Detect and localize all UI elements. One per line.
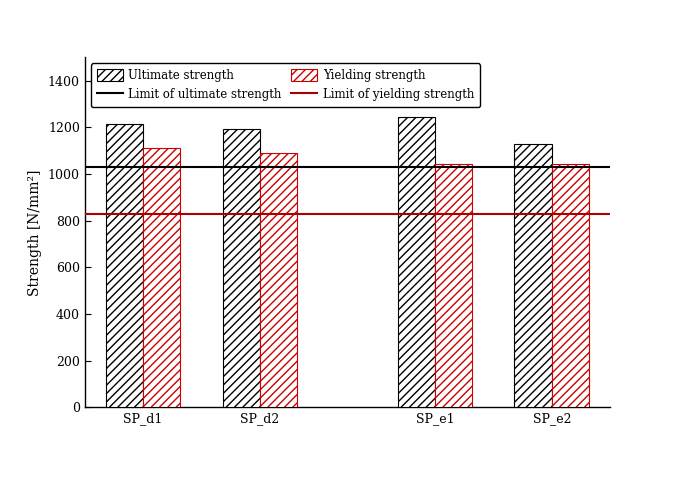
Bar (435, 163, 473, 407)
Legend: Ultimate strength, Limit of ultimate strength, Yielding strength, Limit of yield: Ultimate strength, Limit of ultimate str… (91, 63, 481, 107)
Bar (222, 128, 260, 407)
Bar (398, 117, 435, 407)
Bar (143, 148, 180, 407)
Bar (106, 124, 143, 407)
Bar (552, 163, 589, 407)
Y-axis label: Strength [N/mm²]: Strength [N/mm²] (28, 169, 42, 296)
Bar (260, 153, 297, 407)
Bar (515, 144, 552, 407)
